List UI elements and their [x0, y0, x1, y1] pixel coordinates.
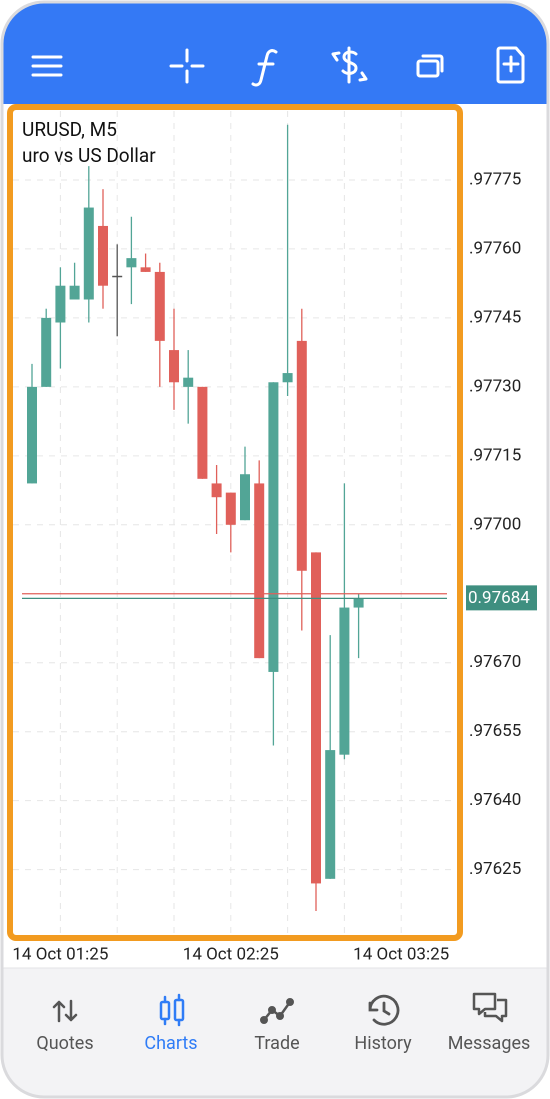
- candle-body: [339, 607, 350, 755]
- quotes-icon: [52, 999, 78, 1023]
- messages-icon: [472, 992, 508, 1023]
- candle-body: [225, 492, 236, 525]
- candle-body: [169, 350, 179, 383]
- indicators-button[interactable]: [251, 49, 278, 87]
- candle-body: [282, 373, 293, 383]
- menu-button[interactable]: [31, 55, 63, 77]
- candle-body: [268, 382, 279, 672]
- candle-body: [240, 474, 250, 521]
- y-tick-label: .97670: [469, 652, 521, 672]
- y-tick-label: .97715: [469, 445, 521, 465]
- candle-body: [325, 750, 336, 879]
- chart-subtitle: uro vs US Dollar: [22, 144, 156, 167]
- charts-icon: [159, 993, 185, 1027]
- candle-body: [183, 377, 194, 387]
- candle-body: [296, 340, 307, 571]
- history-icon: [368, 994, 400, 1026]
- candle-body: [83, 207, 94, 300]
- candle-body: [197, 386, 208, 479]
- nav-label[interactable]: Quotes: [36, 1033, 93, 1054]
- nav-items: [52, 992, 508, 1027]
- nav-label[interactable]: History: [354, 1033, 412, 1054]
- candle-body: [353, 598, 364, 608]
- trade-icon: [260, 998, 294, 1024]
- trade-button[interactable]: [331, 46, 368, 84]
- y-tick-label: .97760: [469, 238, 521, 258]
- price-tag-label: 0.97684: [468, 588, 530, 608]
- y-tick-label: .97730: [469, 376, 521, 396]
- candle-body: [211, 483, 222, 498]
- nav-label[interactable]: Messages: [448, 1033, 531, 1054]
- x-tick-label: 14 Oct 03:25: [353, 944, 449, 964]
- chart: [10, 107, 460, 935]
- candle-body: [126, 258, 137, 268]
- highlight-box: [7, 104, 463, 941]
- chart-title: URUSD, M5: [22, 118, 117, 141]
- candle-body: [41, 317, 52, 387]
- y-tick-label: .97775: [469, 169, 521, 189]
- windows-button[interactable]: [416, 54, 444, 78]
- candle-body: [254, 483, 265, 659]
- candle-body: [140, 267, 151, 272]
- nav-label[interactable]: Charts: [144, 1033, 197, 1054]
- x-tick-label: 14 Oct 02:25: [183, 944, 279, 964]
- candle-body: [55, 285, 66, 323]
- crosshair-button[interactable]: [169, 48, 205, 84]
- candle-body: [98, 225, 108, 286]
- price-tag: [466, 585, 537, 611]
- y-tick-label: .97625: [469, 859, 521, 879]
- x-tick-label: 14 Oct 01:25: [12, 944, 108, 964]
- y-tick-label: .97745: [469, 307, 521, 327]
- y-tick-label: .97640: [469, 790, 521, 810]
- candle-body: [311, 552, 321, 884]
- candle-body: [27, 386, 37, 484]
- y-tick-label: .97700: [469, 514, 521, 534]
- new-chart-button[interactable]: [496, 46, 525, 84]
- candle-body: [69, 285, 80, 300]
- nav-label[interactable]: Trade: [254, 1033, 299, 1054]
- y-tick-label: .97655: [469, 721, 521, 741]
- bottom-nav: [2, 968, 548, 1097]
- candle-body: [154, 271, 165, 341]
